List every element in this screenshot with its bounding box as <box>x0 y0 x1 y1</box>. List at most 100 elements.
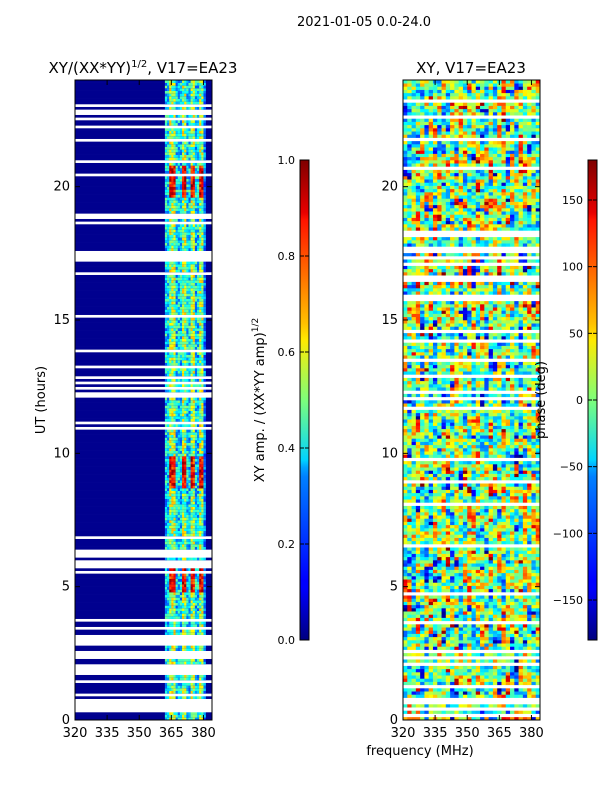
heat-cell <box>492 688 498 692</box>
heat-row <box>75 474 212 478</box>
heat-cell <box>177 581 181 585</box>
heat-cell <box>184 101 187 105</box>
heat-cell <box>169 528 172 531</box>
heat-cell <box>497 624 502 628</box>
heat-cell <box>184 93 187 97</box>
heat-cell <box>531 601 537 606</box>
heat-cell <box>194 336 198 339</box>
heat-cell <box>169 408 172 411</box>
flagged-row <box>403 700 540 705</box>
heat-cell <box>177 466 181 470</box>
heat-cell <box>197 354 200 358</box>
heat-cell <box>188 472 191 475</box>
heat-cell <box>510 636 515 641</box>
heat-row <box>75 530 212 534</box>
heat-cell <box>169 432 172 435</box>
heat-cell <box>188 448 191 451</box>
heat-cell <box>190 450 194 454</box>
heat-cell <box>175 661 179 665</box>
heat-cell <box>186 293 189 297</box>
heat-cell <box>167 152 170 155</box>
heat-cell <box>203 96 206 99</box>
heat-cell <box>169 490 172 494</box>
heat-cell <box>492 569 498 574</box>
heat-cell <box>197 688 200 691</box>
heat-cell <box>179 298 183 302</box>
heat-cell <box>190 210 194 214</box>
heat-cell <box>199 592 202 595</box>
heat-cell <box>190 413 194 417</box>
heat-cell <box>173 106 176 110</box>
heat-cell <box>203 573 206 577</box>
heat-cell <box>167 130 170 134</box>
heat-cell <box>184 226 187 230</box>
heat-cell <box>190 658 194 662</box>
heat-cell <box>199 202 202 206</box>
heat-cell <box>182 434 185 438</box>
heat-cell <box>201 328 204 331</box>
heat-cell <box>192 325 196 329</box>
heat-cell <box>201 485 204 489</box>
heat-cell <box>462 630 468 634</box>
heat-cell <box>454 643 459 647</box>
heat-cell <box>188 578 191 582</box>
heat-cell <box>194 682 198 686</box>
heat-cell <box>510 691 515 695</box>
heat-cell <box>415 704 421 708</box>
heat-cell <box>518 681 524 686</box>
heat-cell <box>201 197 204 201</box>
heat-cell <box>179 146 183 150</box>
heat-cell <box>201 445 204 449</box>
heat-cell <box>194 354 198 358</box>
heat-cell <box>179 186 183 190</box>
heat-cell <box>192 157 196 161</box>
heat-row <box>75 472 212 475</box>
heat-cell <box>175 600 179 603</box>
heat-cell <box>467 608 472 612</box>
heat-cell <box>171 149 174 153</box>
heat-cell <box>197 298 200 302</box>
heat-cell <box>182 293 185 297</box>
heat-cell <box>175 378 179 382</box>
heat-cell <box>182 168 185 171</box>
heat-cell <box>201 584 204 587</box>
heat-cell <box>527 716 532 720</box>
heat-cell <box>179 506 183 510</box>
heat-cell <box>484 608 489 612</box>
heat-cell <box>199 714 202 718</box>
heat-cell <box>475 675 481 679</box>
heat-cell <box>186 192 189 195</box>
heat-cell <box>186 373 189 377</box>
heat-row <box>75 85 212 89</box>
heat-cell <box>190 282 194 286</box>
heat-cell <box>497 630 502 634</box>
heat-cell <box>179 461 183 465</box>
heat-cell <box>197 456 200 459</box>
heat-cell <box>173 530 176 534</box>
heat-cell <box>175 632 179 635</box>
heat-cell <box>167 645 170 649</box>
heat-cell <box>407 643 412 647</box>
heat-cell <box>203 712 206 715</box>
heat-cell <box>177 469 181 473</box>
heat-cell <box>182 285 185 289</box>
heat-cell <box>182 674 185 678</box>
heat-cell <box>192 154 196 158</box>
heat-cell <box>179 322 183 326</box>
heat-row <box>75 320 212 323</box>
heat-cell <box>407 646 412 650</box>
heat-cell <box>467 672 472 676</box>
heat-cell <box>179 136 183 139</box>
heat-cell <box>197 490 200 494</box>
heat-cell <box>186 397 189 401</box>
heat-cell <box>510 579 515 583</box>
heat-cell <box>522 595 528 599</box>
heat-cell <box>432 646 438 650</box>
heat-cell <box>186 402 189 406</box>
heat-cell <box>175 186 179 190</box>
heat-cell <box>169 522 172 526</box>
heat-cell <box>177 285 181 289</box>
heat-cell <box>186 597 189 601</box>
heat-cell <box>184 586 187 590</box>
heat-cell <box>194 266 198 270</box>
